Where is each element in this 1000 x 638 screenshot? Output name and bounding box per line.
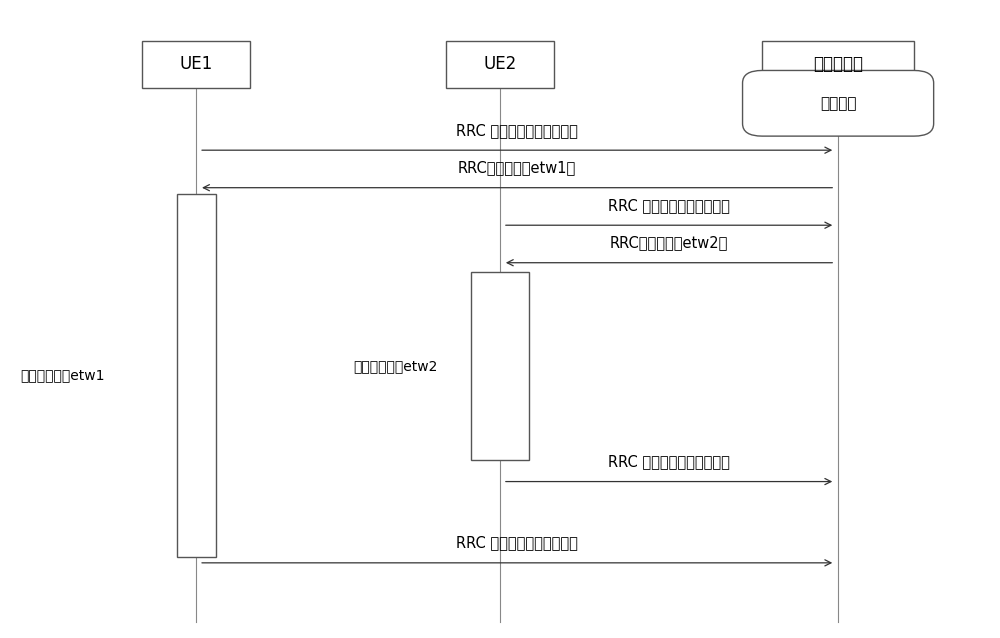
Text: RRC 连接请求（延迟允许）: RRC 连接请求（延迟允许） — [608, 198, 730, 212]
Bar — [471, 272, 529, 459]
Text: RRC 连接请求（延迟允许）: RRC 连接请求（延迟允许） — [456, 535, 578, 551]
FancyBboxPatch shape — [743, 70, 934, 136]
Text: 延迟允许时长etw2: 延迟允许时长etw2 — [353, 359, 437, 373]
Text: 繁忙状态: 繁忙状态 — [820, 96, 856, 111]
Text: 网络俧设备: 网络俧设备 — [813, 56, 863, 73]
Bar — [177, 194, 216, 556]
Text: RRC 连接请求（延迟允许）: RRC 连接请求（延迟允许） — [456, 122, 578, 138]
Text: UE2: UE2 — [483, 56, 517, 73]
Text: RRC连接拒绝（etw2）: RRC连接拒绝（etw2） — [610, 235, 728, 250]
Text: RRC 连接请求（延迟允许）: RRC 连接请求（延迟允许） — [608, 454, 730, 469]
Bar — [446, 41, 554, 87]
Bar — [762, 41, 914, 87]
Text: UE1: UE1 — [180, 56, 213, 73]
Bar — [142, 41, 250, 87]
Text: RRC连接拒绝（etw1）: RRC连接拒绝（etw1） — [458, 160, 576, 175]
Text: 延迟允许时长etw1: 延迟允许时长etw1 — [20, 368, 104, 382]
